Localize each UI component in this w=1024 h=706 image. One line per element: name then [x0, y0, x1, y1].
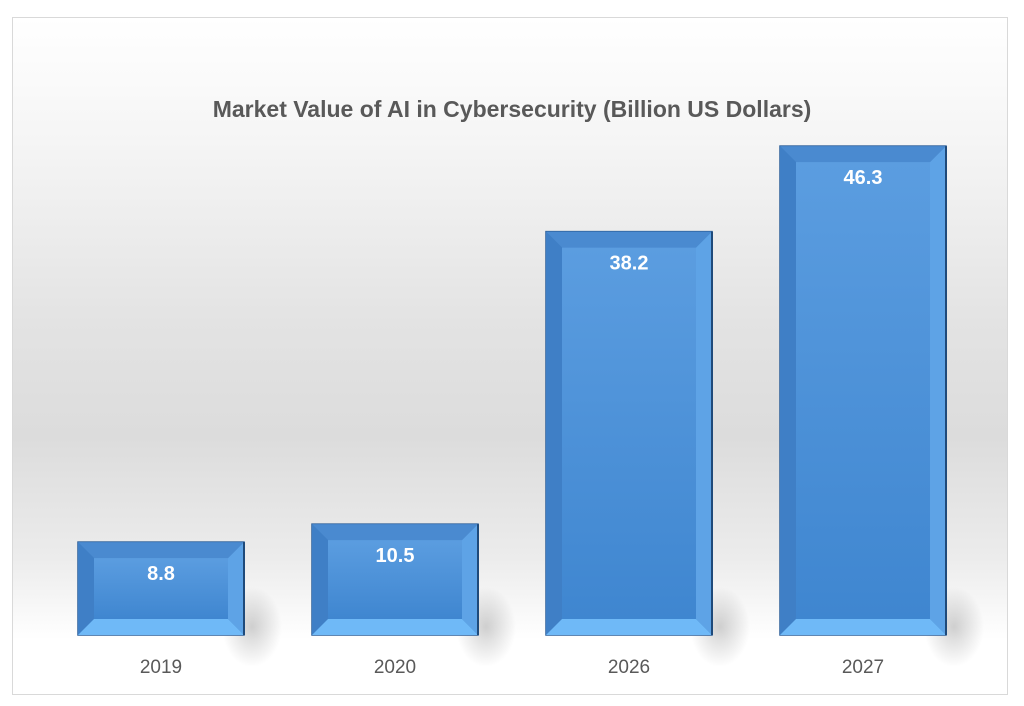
bevel-left	[78, 542, 94, 635]
bar-face	[94, 558, 228, 619]
data-label: 46.3	[844, 167, 883, 189]
data-label: 38.2	[610, 253, 649, 275]
bevel-bottom	[78, 619, 244, 635]
bar-2026: 38.2	[545, 230, 750, 667]
bevel-left	[312, 524, 328, 635]
bevel-bottom	[546, 619, 712, 635]
data-label: 8.8	[147, 563, 175, 585]
bar-face	[328, 540, 462, 619]
chart-title: Market Value of AI in Cybersecurity (Bil…	[212, 96, 812, 122]
bevel-right	[228, 542, 244, 635]
data-label: 10.5	[376, 545, 415, 567]
bevel-right	[462, 524, 478, 635]
bar-2020: 10.5	[311, 523, 516, 667]
bar-face	[796, 162, 930, 619]
bevel-left	[546, 231, 562, 635]
x-tick-label: 2026	[608, 657, 650, 678]
bar-face	[562, 247, 696, 619]
bevel-left	[780, 146, 796, 635]
x-tick-label: 2019	[140, 657, 182, 678]
bevel-top	[780, 146, 946, 163]
x-tick-label: 2020	[374, 657, 416, 678]
bar-2027: 46.3	[779, 145, 984, 667]
x-tick-label: 2027	[842, 657, 884, 678]
bevel-top	[312, 524, 478, 541]
bevel-right	[930, 146, 946, 635]
bevel-bottom	[312, 619, 478, 635]
bevel-top	[546, 231, 712, 248]
bevel-top	[78, 542, 244, 559]
bevel-bottom	[780, 619, 946, 635]
bar-2019: 8.8	[77, 541, 282, 667]
bevel-right	[696, 231, 712, 635]
